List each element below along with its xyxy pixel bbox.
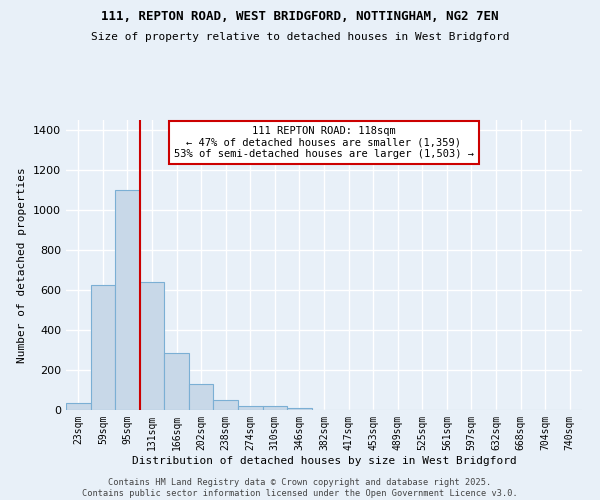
Bar bbox=[214, 400, 238, 410]
Bar bbox=[238, 406, 263, 410]
Bar bbox=[189, 384, 214, 410]
Bar bbox=[140, 282, 164, 410]
Bar bbox=[287, 408, 312, 410]
Bar bbox=[66, 403, 91, 410]
X-axis label: Distribution of detached houses by size in West Bridgford: Distribution of detached houses by size … bbox=[131, 456, 517, 466]
Text: Contains HM Land Registry data © Crown copyright and database right 2025.
Contai: Contains HM Land Registry data © Crown c… bbox=[82, 478, 518, 498]
Y-axis label: Number of detached properties: Number of detached properties bbox=[17, 167, 28, 363]
Bar bbox=[263, 406, 287, 410]
Text: 111 REPTON ROAD: 118sqm
← 47% of detached houses are smaller (1,359)
53% of semi: 111 REPTON ROAD: 118sqm ← 47% of detache… bbox=[174, 126, 474, 159]
Bar bbox=[115, 190, 140, 410]
Bar bbox=[91, 285, 115, 410]
Text: Size of property relative to detached houses in West Bridgford: Size of property relative to detached ho… bbox=[91, 32, 509, 42]
Text: 111, REPTON ROAD, WEST BRIDGFORD, NOTTINGHAM, NG2 7EN: 111, REPTON ROAD, WEST BRIDGFORD, NOTTIN… bbox=[101, 10, 499, 23]
Bar bbox=[164, 353, 189, 410]
